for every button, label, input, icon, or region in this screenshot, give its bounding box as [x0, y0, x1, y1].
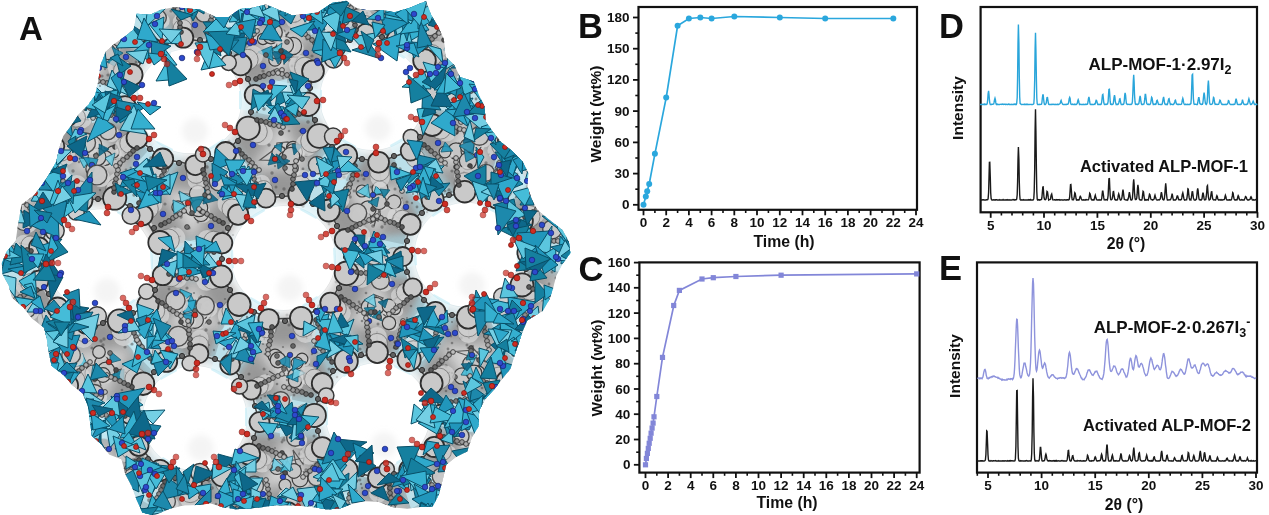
svg-text:30: 30 — [1250, 218, 1265, 233]
svg-text:60: 60 — [615, 382, 630, 397]
svg-text:20: 20 — [615, 432, 630, 447]
svg-text:B: B — [578, 7, 603, 45]
svg-text:90: 90 — [614, 104, 629, 119]
svg-text:24: 24 — [909, 478, 925, 493]
svg-text:5: 5 — [984, 478, 992, 493]
svg-text:20: 20 — [1141, 478, 1156, 493]
svg-text:25: 25 — [1197, 218, 1213, 233]
svg-text:16: 16 — [818, 215, 834, 230]
svg-text:0: 0 — [623, 457, 631, 472]
svg-text:100: 100 — [608, 331, 631, 346]
svg-text:0: 0 — [622, 197, 630, 212]
svg-text:6: 6 — [708, 215, 716, 230]
svg-text:ALP-MOF-2·0.267I3-: ALP-MOF-2·0.267I3- — [1094, 315, 1251, 340]
svg-text:14: 14 — [795, 215, 811, 230]
svg-text:22: 22 — [887, 478, 902, 493]
svg-text:4: 4 — [685, 215, 693, 230]
svg-text:60: 60 — [614, 135, 629, 150]
svg-text:ALP-MOF-1·2.97I2: ALP-MOF-1·2.97I2 — [1089, 55, 1232, 77]
svg-text:2θ (°): 2θ (°) — [1105, 496, 1144, 513]
svg-text:20: 20 — [864, 478, 879, 493]
svg-text:150: 150 — [607, 41, 630, 56]
svg-text:12: 12 — [774, 478, 789, 493]
svg-text:25: 25 — [1195, 478, 1211, 493]
svg-text:Activated ALP-MOF-2: Activated ALP-MOF-2 — [1083, 416, 1251, 434]
svg-text:8: 8 — [732, 478, 740, 493]
svg-text:Time (h): Time (h) — [756, 494, 817, 511]
svg-text:Weight (wt%): Weight (wt%) — [588, 319, 605, 416]
svg-text:D: D — [939, 7, 964, 45]
svg-text:16: 16 — [819, 478, 835, 493]
svg-text:Intensity: Intensity — [946, 334, 963, 398]
svg-text:Activated ALP-MOF-1: Activated ALP-MOF-1 — [1080, 157, 1248, 175]
svg-text:120: 120 — [608, 306, 631, 321]
svg-text:120: 120 — [607, 72, 630, 87]
svg-text:20: 20 — [1143, 218, 1158, 233]
svg-text:14: 14 — [796, 478, 812, 493]
svg-text:Intensity: Intensity — [949, 76, 966, 140]
svg-text:15: 15 — [1090, 218, 1106, 233]
svg-text:Time (h): Time (h) — [753, 233, 814, 250]
svg-text:160: 160 — [608, 255, 631, 270]
svg-text:2: 2 — [664, 478, 672, 493]
svg-text:24: 24 — [908, 215, 924, 230]
svg-text:6: 6 — [710, 478, 718, 493]
svg-text:10: 10 — [749, 215, 764, 230]
svg-text:10: 10 — [751, 478, 766, 493]
svg-text:10: 10 — [1036, 218, 1051, 233]
svg-text:40: 40 — [615, 407, 630, 422]
svg-text:2: 2 — [662, 215, 670, 230]
svg-text:Weight (wt%): Weight (wt%) — [587, 65, 604, 162]
svg-text:22: 22 — [886, 215, 901, 230]
svg-text:5: 5 — [987, 218, 995, 233]
svg-text:0: 0 — [642, 478, 650, 493]
svg-text:80: 80 — [615, 356, 630, 371]
svg-text:A: A — [19, 10, 43, 47]
svg-text:E: E — [939, 249, 962, 287]
svg-text:10: 10 — [1034, 478, 1049, 493]
svg-text:30: 30 — [1248, 478, 1263, 493]
svg-text:C: C — [579, 250, 604, 288]
svg-text:15: 15 — [1088, 478, 1104, 493]
svg-text:18: 18 — [841, 478, 857, 493]
svg-text:4: 4 — [687, 478, 695, 493]
svg-text:2θ (°): 2θ (°) — [1107, 235, 1146, 252]
svg-text:20: 20 — [863, 215, 878, 230]
svg-text:8: 8 — [731, 215, 739, 230]
svg-text:180: 180 — [607, 10, 630, 25]
svg-text:18: 18 — [840, 215, 856, 230]
svg-text:12: 12 — [772, 215, 787, 230]
svg-text:30: 30 — [614, 166, 629, 181]
svg-text:140: 140 — [608, 280, 631, 295]
svg-text:0: 0 — [640, 215, 648, 230]
